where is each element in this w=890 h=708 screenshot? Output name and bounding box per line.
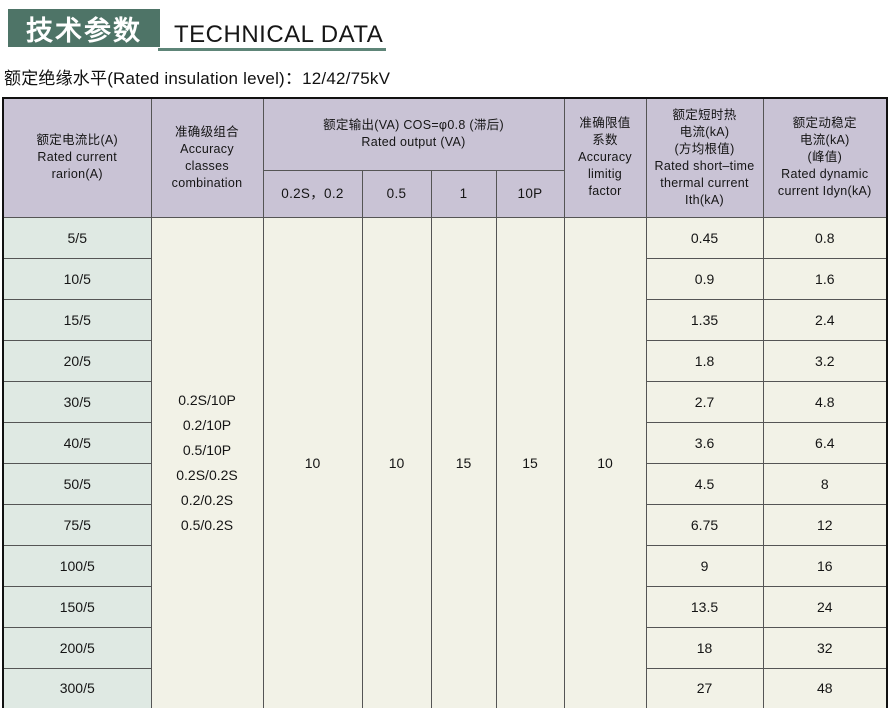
cell-ith: 3.6: [645, 421, 764, 464]
technical-data-table: 额定电流比(A) Rated current rarion(A) 准确级组合 A…: [2, 97, 889, 708]
cell-idyn: 1.6: [762, 257, 888, 300]
table-row: 20/5 1.8 3.2: [2, 339, 888, 382]
header-row-1: 额定电流比(A) Rated current rarion(A) 准确级组合 A…: [2, 97, 888, 218]
cell-idyn: 0.8: [762, 216, 888, 259]
cell-limit-factor: 10: [563, 216, 647, 708]
col-header-accuracy-limit-factor: 准确限值 系数 Accuracy limitig factor: [563, 97, 647, 218]
cell-idyn: 6.4: [762, 421, 888, 464]
cell-idyn: 24: [762, 585, 888, 628]
subcol-header-1: 1: [430, 169, 497, 218]
col-header-short-time-thermal-current: 额定短时热 电流(kA) (方均根值) Rated short–time the…: [645, 97, 764, 218]
cell-output-value: 15: [430, 216, 497, 708]
table-row: 300/5 27 48: [2, 667, 888, 708]
cell-ith: 1.35: [645, 298, 764, 341]
cell-ith: 9: [645, 544, 764, 587]
cell-output-value: 10: [361, 216, 432, 708]
cell-output-value: 10: [262, 216, 363, 708]
subcol-header-02s-02: 0.2S，0.2: [262, 169, 363, 218]
table-row: 150/5 13.5 24: [2, 585, 888, 628]
masthead: 技术参数 TECHNICAL DATA: [8, 9, 890, 61]
cell-ith: 18: [645, 626, 764, 669]
cell-ratio: 50/5: [2, 462, 152, 505]
cell-ith: 0.9: [645, 257, 764, 300]
cell-idyn: 4.8: [762, 380, 888, 423]
cell-idyn: 3.2: [762, 339, 888, 382]
subcol-header-05: 0.5: [361, 169, 432, 218]
cell-ratio: 75/5: [2, 503, 152, 546]
cell-idyn: 16: [762, 544, 888, 587]
subcol-header-10p: 10P: [495, 169, 565, 218]
cell-output-value: 15: [495, 216, 565, 708]
cell-idyn: 12: [762, 503, 888, 546]
cell-ith: 2.7: [645, 380, 764, 423]
cell-ith: 1.8: [645, 339, 764, 382]
table-row: 200/5 18 32: [2, 626, 888, 669]
table-row: 40/5 3.6 6.4: [2, 421, 888, 464]
table-row: 50/5 4.5 8: [2, 462, 888, 505]
cell-ith: 13.5: [645, 585, 764, 628]
col-header-dynamic-current: 额定动稳定 电流(kA) (峰值) Rated dynamic current …: [762, 97, 888, 218]
cell-ith: 27: [645, 667, 764, 708]
cell-ratio: 5/5: [2, 216, 152, 259]
cell-ith: 4.5: [645, 462, 764, 505]
section-badge: 技术参数: [8, 9, 160, 47]
cell-ratio: 150/5: [2, 585, 152, 628]
table-row: 100/5 9 16: [2, 544, 888, 587]
col-header-rated-current-ratio: 额定电流比(A) Rated current rarion(A): [2, 97, 152, 218]
section-title: TECHNICAL DATA: [174, 21, 384, 48]
title-underline: [158, 48, 386, 51]
table-row: 75/5 6.75 12: [2, 503, 888, 546]
cell-ratio: 30/5: [2, 380, 152, 423]
cell-idyn: 8: [762, 462, 888, 505]
cell-idyn: 2.4: [762, 298, 888, 341]
cell-ratio: 10/5: [2, 257, 152, 300]
cell-ratio: 15/5: [2, 298, 152, 341]
cell-ratio: 100/5: [2, 544, 152, 587]
table-row: 5/5 0.2S/10P 0.2/10P 0.5/10P 0.2S/0.2S 0…: [2, 216, 888, 708]
cell-ith: 0.45: [645, 216, 764, 259]
header-row-2: 0.2S，0.2 0.5 1 10P: [3, 169, 887, 218]
cell-ratio: 200/5: [2, 626, 152, 669]
table-row: 10/5 0.9 1.6: [2, 257, 888, 300]
cell-idyn: 32: [762, 626, 888, 669]
cell-idyn: 48: [762, 667, 888, 708]
cell-ith: 6.75: [645, 503, 764, 546]
insulation-level-line: 额定绝缘水平(Rated insulation level)：12/42/75k…: [4, 69, 391, 88]
cell-ratio: 40/5: [2, 421, 152, 464]
col-header-accuracy-classes: 准确级组合 Accuracy classes combination: [150, 97, 264, 218]
cell-ratio: 300/5: [2, 667, 152, 708]
col-header-rated-output: 额定输出(VA) COS=φ0.8 (滞后) Rated output (VA): [262, 97, 565, 171]
cell-ratio: 20/5: [2, 339, 152, 382]
cell-accuracy-combos: 0.2S/10P 0.2/10P 0.5/10P 0.2S/0.2S 0.2/0…: [150, 216, 264, 708]
